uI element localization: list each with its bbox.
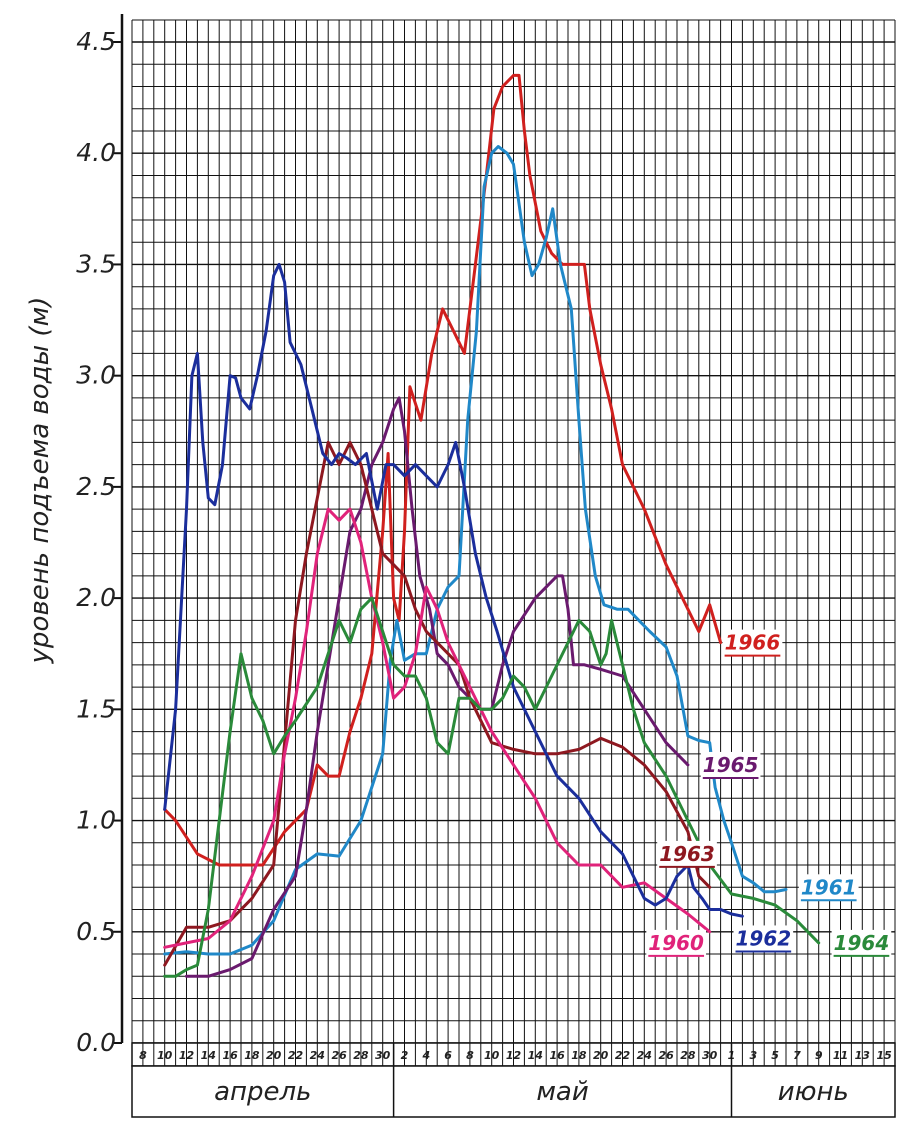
x-tick-label: 9 (815, 1049, 823, 1062)
x-tick-label: 10 (157, 1049, 173, 1062)
x-tick-label: 4 (421, 1049, 430, 1062)
x-tick-label: 18 (571, 1049, 587, 1062)
x-tick-label: 30 (702, 1049, 718, 1062)
series-label-background (700, 751, 761, 778)
series-label-background (646, 929, 707, 956)
x-tick-label: 5 (771, 1049, 779, 1062)
x-tick-label: 11 (833, 1049, 848, 1062)
x-tick-label: 22 (288, 1049, 304, 1062)
month-label: апрель (214, 1077, 311, 1107)
series-label-background (722, 629, 783, 656)
x-tick-label: 15 (876, 1049, 892, 1062)
chart-series (163, 73, 821, 978)
series-line-1966 (163, 73, 723, 867)
series-label-1964: 1964 (834, 931, 890, 955)
series-label-1961: 1961 (801, 875, 857, 899)
x-tick-label: 24 (637, 1049, 652, 1062)
y-tick-label: 2.5 (76, 472, 116, 501)
y-tick-label: 0.0 (76, 1028, 116, 1057)
series-label-background (657, 840, 717, 867)
series-line-1964 (163, 596, 821, 978)
x-tick-label: 16 (549, 1049, 565, 1062)
x-tick-label: 8 (466, 1049, 474, 1062)
x-tick-label: 24 (310, 1049, 325, 1062)
x-tick-label: 12 (179, 1049, 195, 1062)
y-tick-label: 1.5 (76, 694, 116, 723)
x-tick-label: 13 (855, 1049, 871, 1062)
x-tick-label: 26 (331, 1049, 347, 1062)
x-tick-label: 30 (375, 1049, 391, 1062)
x-tick-label: 10 (484, 1049, 500, 1062)
y-tick-label: 4.0 (76, 138, 116, 167)
series-label-background (733, 925, 794, 952)
y-tick-label: 2.0 (76, 583, 116, 612)
x-tick-label: 7 (793, 1049, 801, 1062)
series-label-1966: 1966 (725, 631, 781, 655)
series-label-background (831, 929, 892, 956)
series-label-background (798, 874, 859, 901)
chart-grid (131, 19, 896, 1044)
month-label: май (536, 1077, 588, 1107)
x-tick-label: 16 (222, 1049, 238, 1062)
series-line-1960 (163, 507, 712, 949)
x-tick-label: 12 (506, 1049, 522, 1062)
x-tick-label: 6 (444, 1049, 452, 1062)
series-label-1960: 1960 (648, 931, 704, 955)
series-line-1963 (163, 440, 712, 967)
y-tick-label: 4.5 (76, 27, 116, 56)
x-tick-label: 14 (528, 1049, 543, 1062)
series-label-1965: 1965 (703, 753, 759, 777)
x-tick-label: 14 (201, 1049, 216, 1062)
x-tick-label: 20 (593, 1049, 609, 1062)
y-tick-label: 0.5 (76, 917, 116, 946)
x-tick-label: 20 (266, 1049, 282, 1062)
y-tick-label: 3.0 (76, 361, 116, 390)
series-label-1963: 1963 (659, 842, 715, 866)
x-tick-label: 22 (615, 1049, 631, 1062)
x-tick-label: 28 (680, 1049, 696, 1062)
y-axis-label: уровень подъема воды (м) (25, 297, 55, 665)
y-tick-label: 1.0 (76, 806, 116, 835)
y-tick-label: 3.5 (76, 249, 116, 278)
series-label-1962: 1962 (736, 926, 792, 950)
series-labels: 1966 1961 1965 1963 1960 1962 1964 (646, 629, 892, 957)
month-row-box (131, 1065, 896, 1118)
x-tick-label: 2 (401, 1049, 409, 1062)
chart-axes: 0.0 0.5 1.0 1.5 2.0 2.5 3.0 3.5 4.0 4.5 (76, 14, 124, 1057)
series-line-1965 (185, 396, 690, 978)
x-tick-label: 26 (658, 1049, 674, 1062)
series-line-1962 (163, 262, 744, 918)
x-tick-label: 3 (749, 1049, 757, 1062)
x-tick-label: 8 (139, 1049, 147, 1062)
x-tick-label: 18 (244, 1049, 260, 1062)
series-line-1961 (163, 145, 788, 956)
x-tick-label: 28 (353, 1049, 369, 1062)
month-label: июнь (778, 1077, 849, 1107)
x-axis: 8 10 12 14 16 18 20 22 24 26 28 30 2 4 6 8 10 12 14 16 18 20 2… (131, 1042, 896, 1118)
